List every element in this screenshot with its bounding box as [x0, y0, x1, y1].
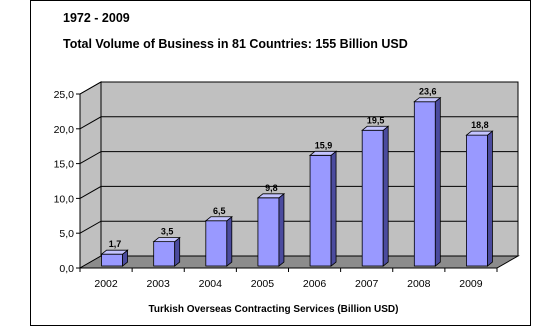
- y-tick-label: 5,0: [59, 228, 74, 240]
- y-tick-label: 20,0: [54, 124, 75, 136]
- x-tick-label: 2007: [355, 278, 379, 290]
- data-label: 23,6: [419, 87, 437, 97]
- x-tick-label: 2005: [251, 278, 275, 290]
- bar-top: [308, 150, 338, 156]
- bar-side: [330, 150, 337, 267]
- bar-top: [100, 249, 129, 255]
- x-tick-label: 2002: [94, 278, 118, 290]
- x-tick-label: 2004: [199, 278, 223, 290]
- y-tick-label: 0,0: [59, 263, 74, 275]
- chart-labels: 0,0 5,0 10,0 15,0 20,0 25,0 1,7 2002 3,5 2003 6,5 2…: [54, 87, 489, 290]
- chart-title-total: Total Volume of Business in 81 Countries…: [63, 37, 408, 51]
- x-tick-label: 2003: [147, 278, 171, 290]
- bar-front: [309, 154, 332, 267]
- bar: [465, 130, 494, 267]
- x-tick-label: 2006: [303, 278, 327, 290]
- chart-title-years: 1972 - 2009: [63, 11, 130, 25]
- y-tick-label: 15,0: [54, 159, 75, 171]
- data-label: 6,5: [213, 206, 226, 216]
- bar-front: [466, 134, 488, 267]
- gridline: [79, 116, 518, 130]
- bar-top: [152, 237, 181, 243]
- x-tick-label: 2009: [459, 278, 483, 290]
- bar-side: [226, 215, 233, 267]
- chart-floor: [78, 255, 520, 269]
- bar-top: [413, 97, 442, 103]
- x-tick-label: 2008: [407, 278, 431, 290]
- data-label: 15,9: [315, 140, 333, 150]
- bar-front: [413, 101, 436, 267]
- bar-side: [382, 125, 389, 267]
- bar: [204, 215, 233, 267]
- bar-series: [100, 96, 494, 267]
- bar-front: [361, 129, 384, 267]
- bar-top: [204, 216, 233, 222]
- data-label: 19,5: [367, 115, 385, 125]
- side-wall: [79, 81, 102, 269]
- gridline: [79, 81, 518, 95]
- bar-front: [153, 241, 176, 267]
- bar-side: [278, 192, 285, 267]
- data-label: 3,5: [161, 227, 174, 237]
- bar-top: [256, 193, 286, 199]
- y-tick-label: 25,0: [54, 89, 75, 101]
- bar-front: [205, 220, 228, 267]
- bar-top: [361, 125, 390, 131]
- bar-top: [465, 130, 494, 136]
- bar-side: [487, 130, 493, 267]
- bar-front: [101, 253, 123, 267]
- bar: [361, 125, 390, 267]
- data-label: 18,8: [471, 120, 489, 130]
- bar: [308, 150, 338, 267]
- bar-side: [434, 96, 441, 267]
- x-axis-title: Turkish Overseas Contracting Services (B…: [148, 304, 399, 315]
- bar-side: [174, 236, 181, 267]
- chart-plot-area: [76, 81, 520, 272]
- bar: [413, 96, 442, 267]
- bar: [100, 249, 129, 267]
- y-tick-label: 10,0: [54, 193, 75, 205]
- data-label: 9,8: [265, 183, 278, 193]
- bar-front: [257, 197, 280, 267]
- bar: [256, 192, 286, 267]
- bar: [152, 236, 181, 267]
- data-label: 1,7: [109, 239, 122, 249]
